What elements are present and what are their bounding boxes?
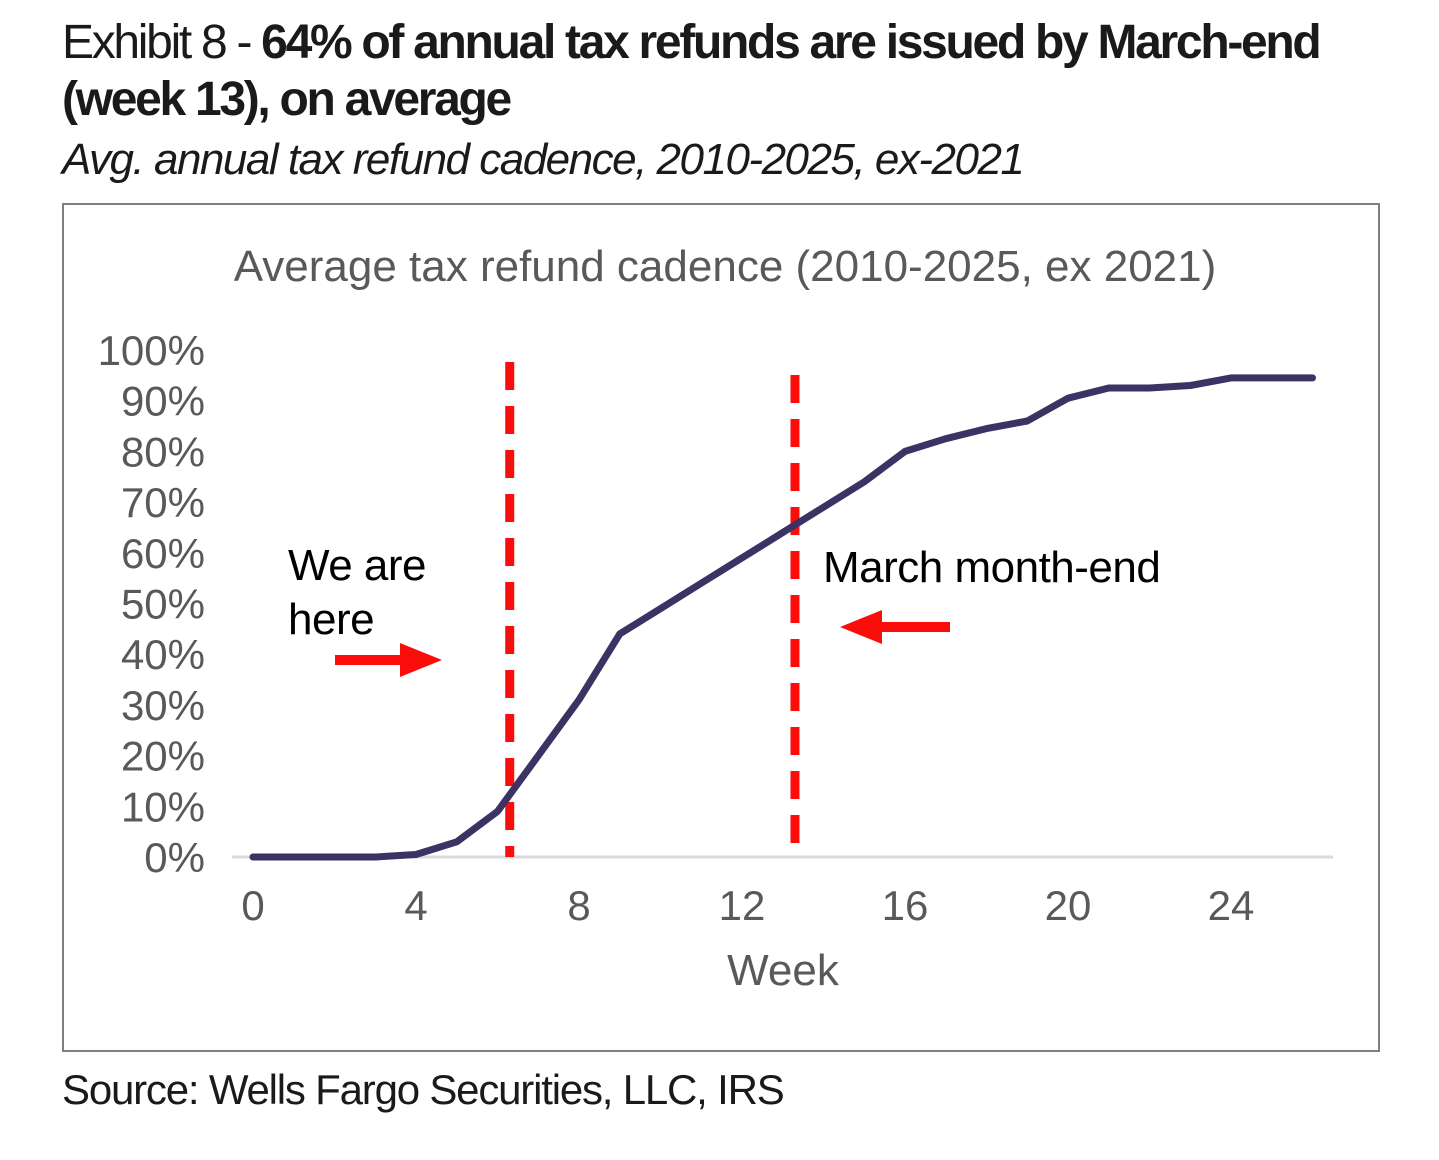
x-tick-label: 20 — [1045, 882, 1092, 929]
exhibit-title-bold-part1: 64% of annual tax refunds are issued by … — [261, 16, 1322, 69]
y-tick-label: 30% — [121, 682, 205, 729]
x-axis-title: Week — [727, 946, 840, 995]
exhibit-subtitle: Avg. annual tax refund cadence, 2010-202… — [62, 135, 1025, 184]
y-tick-label: 100% — [98, 327, 205, 374]
we-are-here-arrow-icon — [335, 643, 442, 677]
annotation-we-are-here-line1: We are — [288, 541, 427, 590]
y-tick-label: 50% — [121, 581, 205, 628]
exhibit-number: Exhibit 8 - — [62, 16, 262, 69]
chart-title: Average tax refund cadence (2010-2025, e… — [234, 242, 1217, 291]
chart-frame: Average tax refund cadence (2010-2025, e… — [62, 203, 1380, 1052]
y-tick-label: 70% — [121, 479, 205, 526]
annotation-march-month-end: March month-end — [823, 543, 1161, 592]
exhibit-title-line1: Exhibit 8 - 64% of annual tax refunds ar… — [62, 14, 1422, 71]
y-tick-label: 10% — [121, 783, 205, 830]
source-line: Source: Wells Fargo Securities, LLC, IRS — [62, 1066, 785, 1113]
exhibit-header: Exhibit 8 - 64% of annual tax refunds ar… — [62, 14, 1422, 185]
y-tick-label: 90% — [121, 378, 205, 425]
x-tick-label: 8 — [567, 882, 590, 929]
tax-refund-cadence-chart: Average tax refund cadence (2010-2025, e… — [98, 242, 1333, 995]
x-tick-label: 24 — [1208, 882, 1255, 929]
exhibit-title-line2: (week 13), on average — [62, 73, 512, 126]
refund-cadence-line — [249, 374, 1316, 861]
x-tick-label: 4 — [404, 882, 427, 929]
march-month-end-arrow-icon — [840, 610, 950, 644]
x-tick-label: 0 — [241, 882, 264, 929]
x-tick-label: 12 — [719, 882, 766, 929]
annotation-we-are-here-line2: here — [288, 595, 375, 644]
y-tick-label: 80% — [121, 428, 205, 475]
annotation-we-are-here: We are here — [288, 539, 427, 647]
x-tick-label: 16 — [882, 882, 929, 929]
y-tick-label: 20% — [121, 733, 205, 780]
y-tick-label: 40% — [121, 631, 205, 678]
y-tick-label: 0% — [144, 834, 205, 881]
y-tick-label: 60% — [121, 530, 205, 577]
